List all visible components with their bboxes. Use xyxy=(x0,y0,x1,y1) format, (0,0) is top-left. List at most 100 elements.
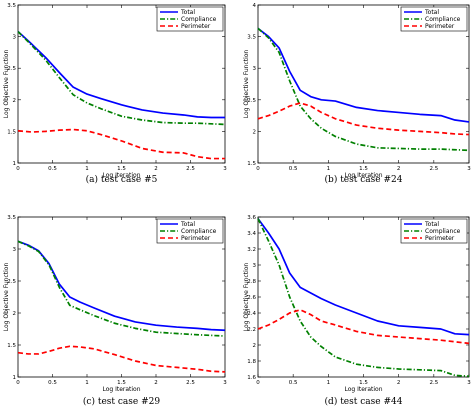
x-tick-label: 2.5 xyxy=(429,166,438,172)
y-tick-label: 2.2 xyxy=(247,327,256,333)
x-tick-label: 2 xyxy=(397,380,401,386)
series-line-perimeter xyxy=(17,128,225,160)
x-tick-label: 1.5 xyxy=(117,380,126,386)
x-axis-label: Log Iteration xyxy=(102,386,140,393)
x-tick-label: 3 xyxy=(223,380,227,386)
legend-label-perimeter: Perimeter xyxy=(425,235,455,242)
y-tick-label: 2 xyxy=(253,129,257,135)
series-line-compliance xyxy=(257,218,470,378)
y-tick-label: 1 xyxy=(13,375,17,381)
legend-label-compliance: Compliance xyxy=(181,228,217,235)
x-tick-label: 0 xyxy=(256,380,260,386)
plot-frame xyxy=(257,4,470,164)
x-tick-label: 1.5 xyxy=(359,380,368,386)
y-tick-label: 3 xyxy=(253,263,257,269)
y-tick-label: 2 xyxy=(13,311,17,317)
x-tick-label: 3 xyxy=(467,380,471,386)
legend-box xyxy=(156,6,224,32)
y-tick-label: 3.4 xyxy=(247,231,256,237)
y-tick-label: 2.5 xyxy=(247,98,256,104)
y-tick-label: 1.5 xyxy=(7,343,16,349)
x-tick-label: 1.5 xyxy=(359,166,368,172)
x-tick-label: 0.5 xyxy=(289,380,298,386)
x-tick-label: 2 xyxy=(397,166,401,172)
y-tick-label: 3 xyxy=(13,35,17,41)
x-tick-label: 0.5 xyxy=(48,380,57,386)
y-tick-label: 2 xyxy=(13,98,17,104)
x-tick-label: 0.5 xyxy=(289,166,298,172)
y-tick-label: 3.5 xyxy=(247,35,256,41)
x-axis-label: Log Iteration xyxy=(102,172,140,179)
y-tick-label: 1.6 xyxy=(247,375,256,381)
x-tick-label: 2.5 xyxy=(186,166,195,172)
x-tick-label: 1 xyxy=(327,380,331,386)
panel-caption: (b) test case #24 xyxy=(325,174,403,185)
legend-label-total: Total xyxy=(424,9,439,16)
series-line-perimeter xyxy=(257,102,470,136)
x-tick-label: 0 xyxy=(256,166,260,172)
series-line-compliance xyxy=(17,30,226,126)
legend-label-total: Total xyxy=(180,221,195,228)
panel-caption: (d) test case #44 xyxy=(325,396,403,407)
y-tick-label: 2.5 xyxy=(7,66,16,72)
legend-label-perimeter: Perimeter xyxy=(181,23,211,30)
chart-panel-2: 0 0.5 1 1.5 2 2.5 3 1 1.5 2 2.5 3 3.5 Log Iteration Lo… xyxy=(3,215,227,407)
y-tick-label: 1.5 xyxy=(7,129,16,135)
panel-caption: (a) test case #5 xyxy=(86,174,158,185)
chart-panel-0: 0 0.5 1 1.5 2 2.5 3 1 1.5 2 2.5 3 3.5 Log Iteration Lo… xyxy=(3,3,227,185)
series-line-total xyxy=(257,27,470,123)
legend-label-perimeter: Perimeter xyxy=(181,235,211,242)
y-tick-label: 3.5 xyxy=(7,215,16,221)
x-tick-label: 2 xyxy=(154,166,158,172)
legend-label-compliance: Compliance xyxy=(181,16,217,23)
y-tick-label: 1.5 xyxy=(247,161,256,167)
y-axis-label: Log Objective Function xyxy=(3,50,10,119)
y-tick-label: 3.6 xyxy=(247,215,256,221)
y-tick-label: 2 xyxy=(253,343,257,349)
y-tick-label: 1.8 xyxy=(247,359,256,365)
legend-label-total: Total xyxy=(180,9,195,16)
x-tick-label: 3 xyxy=(223,166,227,172)
chart-panel-3: 0 0.5 1 1.5 2 2.5 3 1.6 1.8 2 2.2 2.4 2.6 2.8 3 3.2 3.4 3… xyxy=(243,215,471,407)
x-tick-label: 1 xyxy=(85,166,89,172)
y-axis-label: Log Objective Function xyxy=(243,263,250,332)
y-tick-label: 1 xyxy=(13,161,17,167)
y-tick-label: 4 xyxy=(253,3,257,9)
series-line-perimeter xyxy=(17,345,226,373)
x-tick-label: 0 xyxy=(16,380,20,386)
y-axis-label: Log Objective Function xyxy=(3,263,10,332)
y-tick-label: 2.5 xyxy=(7,279,16,285)
x-tick-label: 1 xyxy=(85,380,89,386)
series-line-perimeter xyxy=(257,308,470,345)
legend-label-compliance: Compliance xyxy=(425,228,461,235)
x-tick-label: 1.5 xyxy=(117,166,126,172)
x-tick-label: 1 xyxy=(327,166,331,172)
x-tick-label: 0 xyxy=(16,166,20,172)
x-axis-label: Log Iteration xyxy=(344,172,382,179)
y-tick-label: 2.4 xyxy=(247,311,256,317)
y-tick-label: 3.2 xyxy=(247,247,256,253)
y-tick-label: 3 xyxy=(253,66,257,72)
x-tick-label: 2.5 xyxy=(186,380,195,386)
y-tick-label: 2.8 xyxy=(247,279,256,285)
x-tick-label: 0.5 xyxy=(48,166,57,172)
y-tick-label: 2.6 xyxy=(247,295,256,301)
y-tick-label: 3 xyxy=(13,247,17,253)
x-tick-label: 3 xyxy=(467,166,471,172)
legend-label-compliance: Compliance xyxy=(425,16,461,23)
series-line-total xyxy=(17,30,225,119)
y-axis-label: Log Objective Function xyxy=(243,50,250,119)
x-tick-label: 2 xyxy=(154,380,158,386)
series-line-compliance xyxy=(257,27,470,152)
series-line-total xyxy=(257,218,470,336)
chart-panel-1: 0 0.5 1 1.5 2 2.5 3 1.5 2 2.5 3 3.5 4 Log Iteration Lo… xyxy=(243,3,471,185)
legend-label-perimeter: Perimeter xyxy=(425,23,455,30)
x-tick-label: 2.5 xyxy=(429,380,438,386)
plot-frame xyxy=(17,4,226,164)
